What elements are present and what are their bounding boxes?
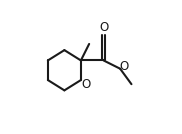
Text: O: O [99,21,108,34]
Text: O: O [120,60,129,73]
Text: O: O [81,78,90,91]
